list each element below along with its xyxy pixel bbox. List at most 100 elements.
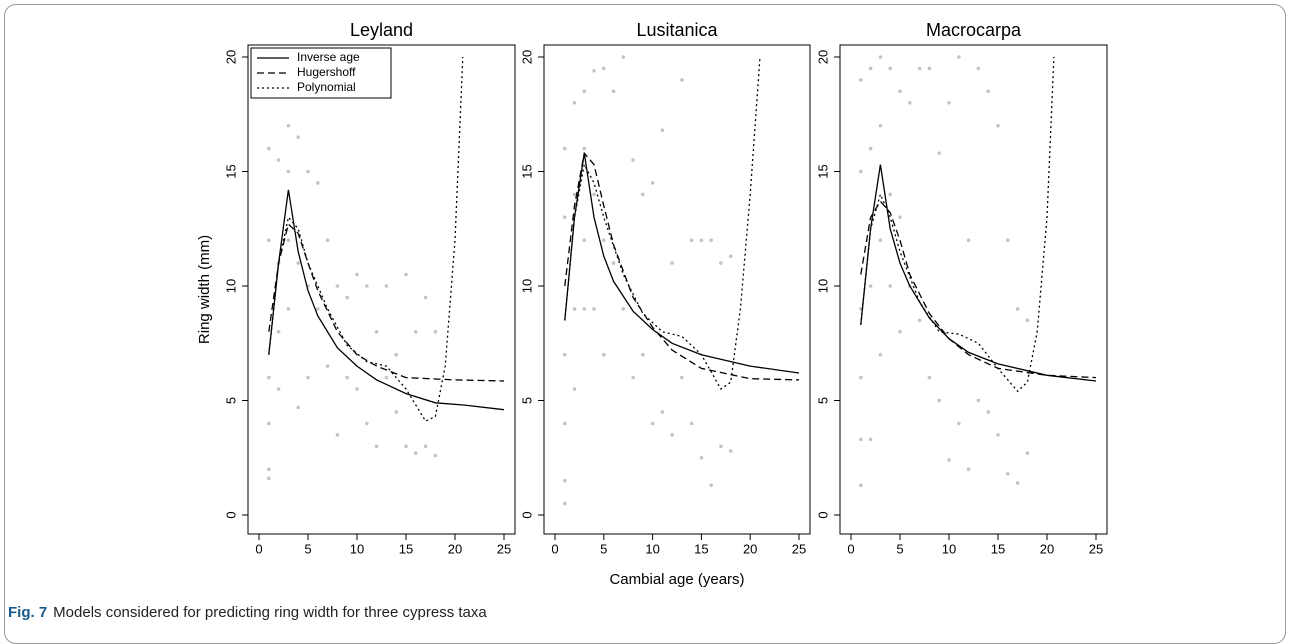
data-point bbox=[957, 55, 961, 59]
y-tick-label: 5 bbox=[815, 397, 830, 404]
data-point bbox=[582, 238, 587, 242]
data-point bbox=[888, 192, 892, 197]
y-tick-label: 0 bbox=[815, 511, 830, 518]
data-point bbox=[592, 68, 596, 73]
data-point bbox=[592, 307, 596, 311]
data-point bbox=[394, 352, 399, 357]
data-point bbox=[650, 421, 655, 426]
data-point bbox=[384, 284, 389, 288]
data-point bbox=[868, 437, 873, 442]
data-point bbox=[562, 478, 567, 483]
data-point bbox=[404, 272, 408, 277]
data-point bbox=[621, 55, 626, 59]
data-point bbox=[562, 501, 567, 506]
data-point bbox=[728, 449, 733, 453]
data-point bbox=[286, 238, 291, 242]
data-point bbox=[296, 135, 301, 139]
y-tick-label: 20 bbox=[519, 50, 534, 64]
y-axis-label: Ring width (mm) bbox=[196, 235, 213, 344]
caption-label: Fig. 7 bbox=[8, 604, 48, 621]
data-point bbox=[888, 284, 892, 288]
y-tick-label: 10 bbox=[519, 279, 534, 293]
data-point bbox=[267, 421, 271, 426]
y-tick-label: 5 bbox=[519, 397, 534, 404]
data-point bbox=[276, 387, 281, 391]
data-point bbox=[611, 261, 616, 265]
data-point bbox=[888, 66, 892, 71]
y-tick-label: 10 bbox=[223, 279, 238, 293]
x-tick-label: 5 bbox=[600, 541, 607, 556]
data-point bbox=[937, 151, 941, 155]
data-point bbox=[859, 78, 863, 82]
y-tick-label: 15 bbox=[223, 164, 238, 178]
model-curve bbox=[268, 56, 464, 422]
data-point bbox=[1006, 471, 1010, 476]
data-point bbox=[621, 307, 626, 311]
model-curve bbox=[860, 200, 1097, 379]
data-point bbox=[917, 66, 922, 71]
data-point bbox=[878, 55, 883, 59]
model-curve bbox=[564, 151, 800, 381]
data-point bbox=[650, 181, 655, 185]
data-point bbox=[394, 410, 399, 414]
data-point bbox=[1006, 238, 1010, 242]
figure: Leyland 0 5 10 15 20 25 0 5 10 15 20 Ring width (mm)… bbox=[196, 20, 1108, 588]
data-point bbox=[660, 410, 665, 414]
data-point bbox=[689, 421, 694, 426]
data-point bbox=[602, 238, 606, 242]
data-point bbox=[335, 284, 340, 288]
data-point bbox=[582, 146, 587, 151]
data-point bbox=[719, 444, 723, 449]
data-point bbox=[680, 375, 684, 380]
data-point bbox=[947, 101, 951, 105]
data-point bbox=[384, 375, 389, 380]
y-tick-label: 5 bbox=[223, 397, 238, 404]
y-tick-label: 15 bbox=[815, 164, 830, 178]
data-point bbox=[878, 238, 883, 242]
x-tick-label: 25 bbox=[497, 541, 511, 556]
data-point bbox=[374, 330, 379, 334]
data-point bbox=[355, 272, 359, 277]
data-point bbox=[355, 387, 359, 391]
x-tick-label: 15 bbox=[399, 541, 413, 556]
legend-label: Hugershoff bbox=[297, 65, 356, 79]
data-point bbox=[365, 421, 369, 426]
data-point bbox=[1025, 318, 1030, 323]
data-point bbox=[602, 66, 606, 71]
data-point bbox=[976, 66, 981, 71]
data-point bbox=[1025, 451, 1030, 455]
data-point bbox=[868, 284, 873, 288]
data-point bbox=[986, 410, 990, 414]
data-point bbox=[423, 295, 428, 300]
model-curve bbox=[860, 56, 1055, 393]
data-point bbox=[898, 215, 902, 220]
y-tick-label: 15 bbox=[519, 164, 534, 178]
legend-label: Inverse age bbox=[297, 50, 360, 64]
data-point bbox=[641, 192, 645, 197]
data-point bbox=[878, 123, 883, 128]
data-point bbox=[562, 215, 567, 220]
data-point bbox=[631, 375, 635, 380]
data-point bbox=[878, 352, 883, 357]
data-point bbox=[1015, 481, 1020, 485]
data-point bbox=[325, 364, 330, 368]
data-point bbox=[276, 158, 281, 162]
data-point bbox=[937, 398, 941, 403]
panel-title: Macrocarpa bbox=[926, 20, 1022, 40]
data-point bbox=[728, 254, 733, 259]
data-point bbox=[374, 444, 379, 449]
data-point bbox=[572, 101, 577, 105]
data-point bbox=[898, 89, 902, 94]
data-point bbox=[562, 146, 567, 151]
data-point bbox=[267, 476, 271, 481]
x-tick-label: 25 bbox=[1089, 541, 1103, 556]
x-tick-label: 10 bbox=[350, 541, 364, 556]
x-tick-label: 5 bbox=[896, 541, 903, 556]
data-point bbox=[917, 318, 922, 323]
data-point bbox=[947, 458, 951, 462]
data-point bbox=[602, 352, 606, 357]
data-point bbox=[316, 181, 320, 185]
data-point bbox=[582, 307, 587, 311]
x-tick-label: 5 bbox=[304, 541, 311, 556]
model-curve bbox=[564, 153, 800, 374]
